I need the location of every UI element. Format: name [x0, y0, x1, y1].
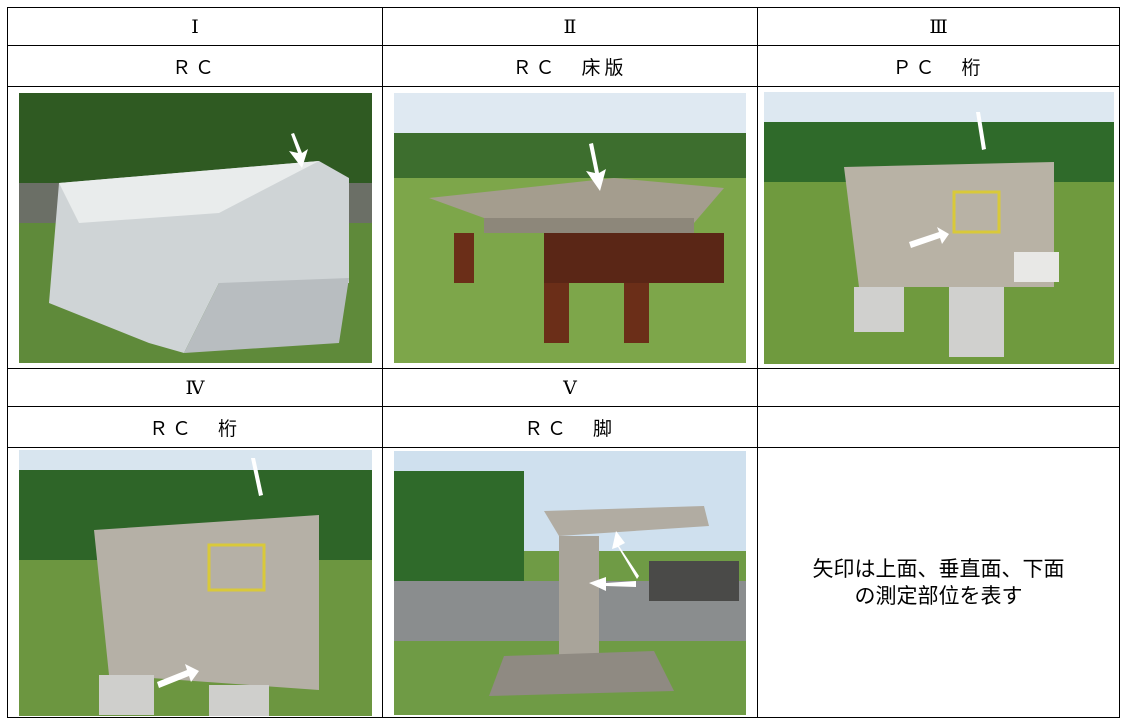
photo-rc-girder	[18, 449, 372, 716]
note-cell: 矢印は上面、垂直面、下面 の測定部位を表す	[757, 447, 1120, 718]
photo-cell	[382, 86, 758, 369]
empty-cell	[757, 406, 1120, 448]
header-cell: Ⅰ	[7, 7, 383, 46]
photo-pc-girder	[763, 91, 1114, 364]
note-line: 矢印は上面、垂直面、下面	[812, 556, 1065, 581]
photo-rc-slab	[394, 92, 746, 363]
header-cell: Ⅴ	[382, 368, 758, 407]
header-cell: Ⅱ	[382, 7, 758, 46]
photo-cell	[7, 447, 383, 718]
header-cell: Ⅳ	[7, 368, 383, 407]
note-line: の測定部位を表す	[854, 583, 1023, 608]
type-cell: ＲＣ 桁	[7, 406, 383, 448]
type-cell: ＲＣ 床版	[382, 45, 758, 87]
type-cell: ＲＣ	[7, 45, 383, 87]
empty-cell	[757, 368, 1120, 407]
photo-cell	[757, 86, 1120, 369]
photo-cell	[382, 447, 758, 718]
specimen-table: Ⅰ Ⅱ Ⅲ ＲＣ ＲＣ 床版 ＰＣ 桁	[7, 7, 1120, 718]
photo-rc	[18, 92, 372, 363]
photo-rc-pier	[394, 450, 746, 715]
header-cell: Ⅲ	[757, 7, 1120, 46]
photo-cell	[7, 86, 383, 369]
type-cell: ＰＣ 桁	[757, 45, 1120, 87]
type-cell: ＲＣ 脚	[382, 406, 758, 448]
